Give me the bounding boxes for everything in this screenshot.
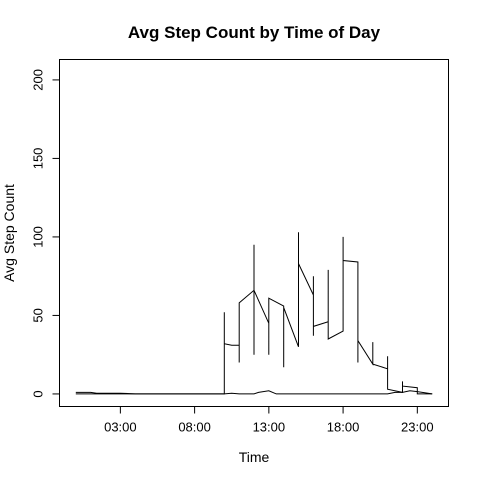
x-tick-label: 03:00 bbox=[104, 420, 137, 435]
series-group bbox=[75, 232, 433, 395]
y-tick-label: 100 bbox=[31, 226, 46, 248]
x-tick-label: 23:00 bbox=[401, 420, 434, 435]
chart-title: Avg Step Count by Time of Day bbox=[128, 23, 381, 42]
x-axis: 03:00 08:00 13:00 18:00 23:00 bbox=[104, 406, 434, 435]
x-tick-label: 18:00 bbox=[327, 420, 360, 435]
y-axis-label: Avg Step Count bbox=[1, 184, 17, 282]
series-line-2 bbox=[75, 390, 433, 395]
y-tick-label: 0 bbox=[31, 390, 46, 397]
y-tick-label: 150 bbox=[31, 148, 46, 170]
x-tick-label: 13:00 bbox=[253, 420, 286, 435]
y-tick-label: 200 bbox=[31, 69, 46, 91]
x-axis-label: Time bbox=[239, 449, 270, 465]
y-tick-label: 50 bbox=[31, 308, 46, 322]
x-tick-label: 08:00 bbox=[178, 420, 211, 435]
y-axis: 0 50 100 150 200 bbox=[31, 69, 60, 398]
